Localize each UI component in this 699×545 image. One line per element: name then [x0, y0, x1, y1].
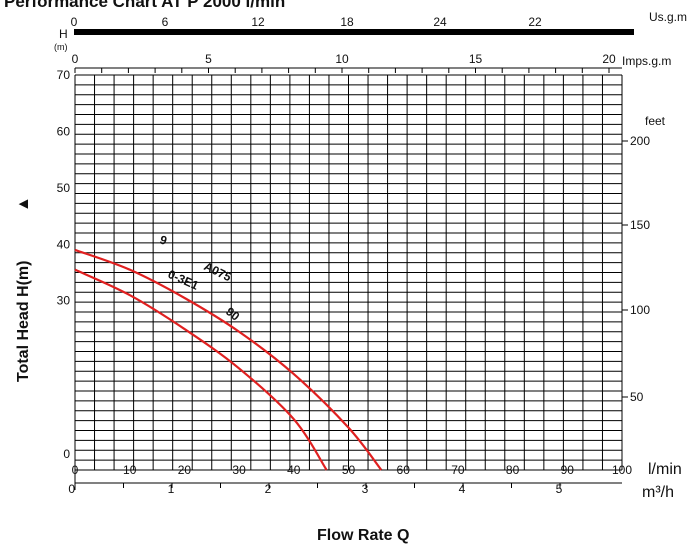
- x-tick-lmin: 60: [397, 463, 411, 477]
- x-tick-m3h: 3: [362, 482, 369, 496]
- x-tick-usgm: 0: [71, 15, 78, 29]
- y-tick-left: 60: [57, 124, 71, 138]
- x-tick-lmin: 90: [561, 463, 575, 477]
- x-tick-imps: 10: [335, 52, 349, 66]
- x-tick-imps: 5: [205, 52, 212, 66]
- x-tick-lmin: 0: [72, 463, 79, 477]
- y-tick-feet: 50: [630, 390, 644, 404]
- x-tick-lmin: 80: [506, 463, 520, 477]
- y-tick-left: 30: [57, 294, 71, 308]
- y-tick-left: 70: [57, 68, 71, 82]
- chart-title: Performance Chart AT P 2000 l/min: [4, 0, 285, 11]
- x-tick-lmin: 50: [342, 463, 356, 477]
- y-tick-feet: 100: [630, 303, 650, 317]
- x-tick-usgm: 12: [251, 15, 265, 29]
- x-tick-usgm: 6: [162, 15, 169, 29]
- y-tick-left: 50: [57, 181, 71, 195]
- y-tick-feet: 200: [630, 134, 650, 148]
- x-tick-imps: 15: [469, 52, 483, 66]
- imps-unit-label: Imps.g.m: [622, 54, 671, 68]
- curve-label-90: 90: [223, 304, 242, 323]
- y-tick-left: 40: [57, 237, 71, 251]
- x-tick-imps: 20: [602, 52, 616, 66]
- usgm-bar: [74, 29, 634, 35]
- x-tick-m3h: 2: [265, 482, 272, 496]
- x-tick-lmin: 30: [232, 463, 246, 477]
- x-tick-m3h: 5: [556, 482, 563, 496]
- x-tick-m3h: 4: [459, 482, 466, 496]
- curve-label-9: 9: [158, 233, 169, 248]
- performance-curve: [74, 268, 328, 471]
- x-tick-usgm: 18: [340, 15, 354, 29]
- y-unit-left-sub-label: (m): [54, 42, 68, 52]
- performance-curve: [74, 248, 383, 471]
- lmin-unit-label: l/min: [648, 461, 682, 478]
- y-tick-feet: 150: [630, 218, 650, 232]
- x-tick-lmin: 100: [612, 463, 632, 477]
- x-tick-m3h: 1: [168, 482, 175, 496]
- grid: [74, 74, 623, 490]
- x-tick-lmin: 10: [123, 463, 137, 477]
- x-tick-m3h: 0: [68, 482, 75, 496]
- x-tick-lmin: 70: [451, 463, 465, 477]
- x-tick-lmin: 20: [178, 463, 192, 477]
- x-tick-lmin: 40: [287, 463, 301, 477]
- x-tick-usgm: 24: [433, 15, 447, 29]
- m3h-unit-label: m³/h: [642, 484, 674, 501]
- y-axis-arrow: ▲: [15, 196, 32, 212]
- usgm-unit-label: Us.g.m: [649, 10, 687, 24]
- y-axis-title: Total Head H(m): [15, 261, 32, 382]
- feet-unit-label: feet: [645, 114, 666, 128]
- performance-curves: [74, 248, 383, 471]
- y-unit-left-label: H: [59, 27, 68, 41]
- x-axis-title: Flow Rate Q: [317, 527, 409, 544]
- x-tick-usgm: 22: [528, 15, 542, 29]
- y-tick-left: 0: [63, 447, 70, 461]
- x-tick-imps: 0: [72, 52, 79, 66]
- curve-label-0-3e1: 0-3E1: [166, 267, 201, 293]
